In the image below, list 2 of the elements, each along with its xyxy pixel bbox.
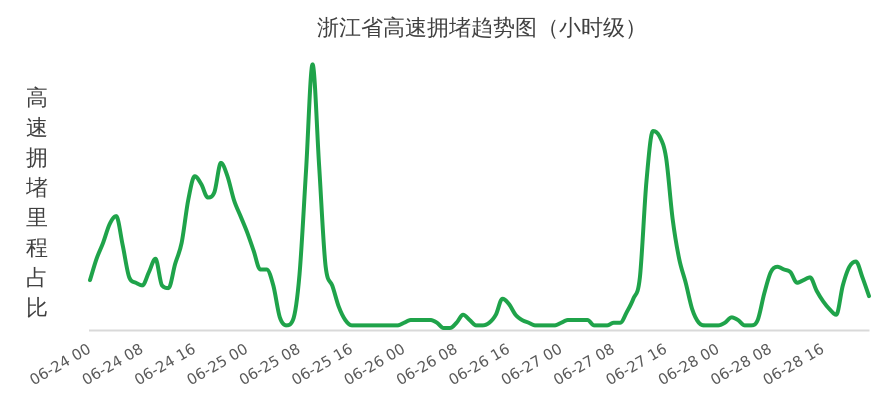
chart-title: 浙江省高速拥堵趋势图（小时级） — [317, 16, 647, 41]
y-axis-title: 高速拥堵里程占比 — [26, 85, 49, 323]
